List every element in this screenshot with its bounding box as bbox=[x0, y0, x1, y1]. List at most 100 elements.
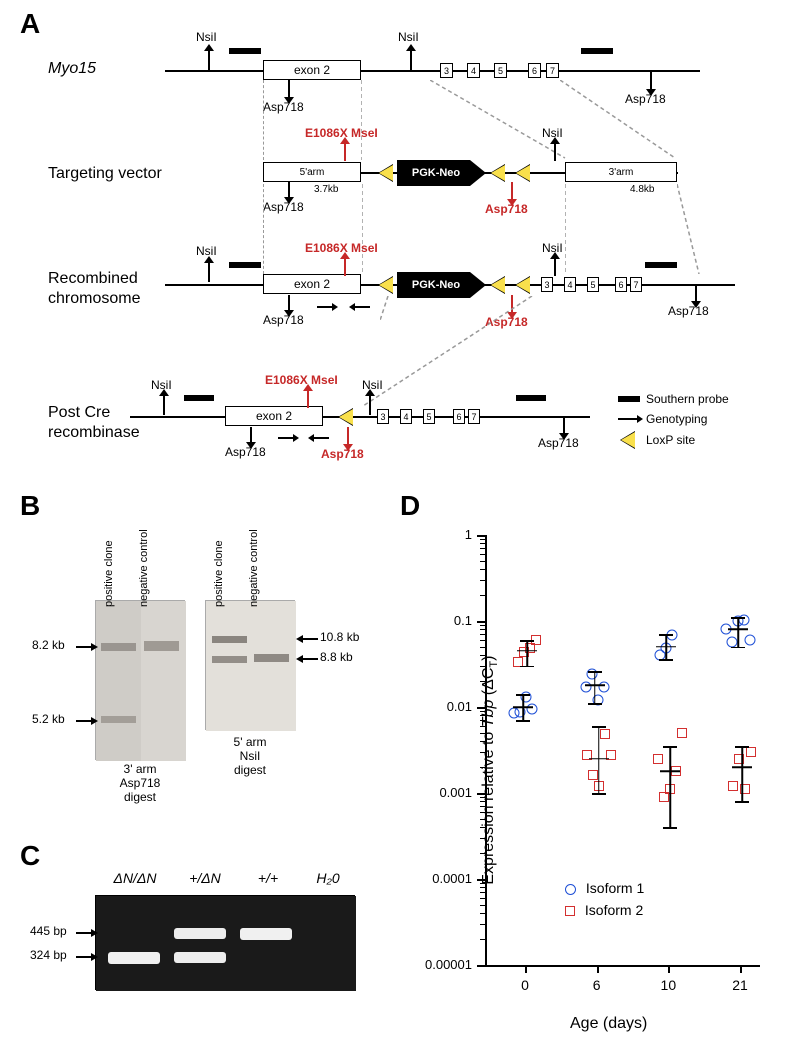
row-label-recomb1: Recombined bbox=[48, 270, 138, 288]
band-445: 445 bp bbox=[30, 924, 67, 938]
geno-icon bbox=[618, 414, 640, 424]
legend-loxp: LoxP site bbox=[618, 432, 695, 448]
asp-arrow bbox=[288, 80, 290, 98]
loxp-2-fill bbox=[491, 165, 505, 181]
exon6-r: 6 bbox=[615, 277, 627, 292]
exon4-c: 4 bbox=[400, 409, 412, 424]
lane-dn: ΔN/ΔN bbox=[100, 870, 170, 886]
x-title: Age (days) bbox=[570, 1015, 647, 1033]
nsil-arrow-r1 bbox=[208, 262, 210, 282]
exon7-r: 7 bbox=[630, 277, 642, 292]
row-label-myo15: Myo15 bbox=[48, 60, 96, 78]
exon6: 6 bbox=[528, 63, 541, 78]
loxp-r3f bbox=[516, 277, 530, 293]
blot-left bbox=[95, 600, 185, 760]
lane-het: +/ΔN bbox=[175, 870, 235, 886]
e1086x-label-r: E1086X MseI bbox=[305, 241, 378, 255]
exon4: 4 bbox=[467, 63, 480, 78]
loxp-c1f bbox=[339, 409, 353, 425]
nsil-label-2: NsiI bbox=[398, 30, 419, 44]
band-52: 5.2 kb bbox=[32, 712, 65, 726]
arm3-size: 4.8kb bbox=[630, 184, 654, 195]
dash bbox=[361, 80, 431, 160]
asp-label-r1: Asp718 bbox=[263, 313, 304, 327]
probe-icon bbox=[618, 396, 640, 402]
exon5-r: 5 bbox=[587, 277, 599, 292]
panel-c-label: C bbox=[20, 840, 40, 872]
pgk-neo-2: PGK-Neo bbox=[397, 272, 470, 298]
exon2-box-2: exon 2 bbox=[263, 274, 361, 294]
asp-arrow-c1 bbox=[250, 427, 252, 443]
exon5: 5 bbox=[494, 63, 507, 78]
probe-5 bbox=[184, 395, 214, 401]
legend-loxp-text: LoxP site bbox=[646, 433, 695, 447]
band-arrow-108 bbox=[302, 638, 318, 640]
iso2-point bbox=[746, 747, 756, 757]
probe-4 bbox=[645, 262, 677, 268]
e1086x-arrow bbox=[344, 143, 346, 161]
legend-probe-text: Southern probe bbox=[646, 392, 729, 406]
nsil-label: NsiI bbox=[196, 30, 217, 44]
lane-neg-1: negative control bbox=[138, 529, 150, 607]
dash bbox=[677, 184, 707, 279]
asp-red-label: Asp718 bbox=[485, 202, 528, 216]
band-88: 8.8 kb bbox=[320, 650, 353, 664]
iso1-point bbox=[745, 635, 756, 646]
pgk-arrow-2 bbox=[470, 272, 486, 298]
exon2-label-3: exon 2 bbox=[256, 409, 292, 423]
exon7: 7 bbox=[546, 63, 559, 78]
row-label-cre2: recombinase bbox=[48, 424, 140, 442]
row-label-targeting: Targeting vector bbox=[48, 165, 162, 183]
arm5-box: 5'arm bbox=[263, 162, 361, 182]
myo15-line bbox=[165, 70, 700, 72]
cre-line bbox=[130, 416, 590, 418]
loxp-icon bbox=[618, 432, 640, 448]
lane-wt: +/+ bbox=[243, 870, 293, 886]
y-title: Expression relative to Tbp (ΔCT) bbox=[480, 580, 500, 960]
exon2-box-1: exon 2 bbox=[263, 60, 361, 80]
dash bbox=[360, 296, 540, 411]
legend-geno-text: Genotyping bbox=[646, 412, 707, 426]
dash bbox=[565, 184, 575, 279]
asp-label-c1: Asp718 bbox=[225, 445, 266, 459]
band-arrow-52 bbox=[76, 720, 92, 722]
arm5-size: 3.7kb bbox=[314, 184, 338, 195]
row-label-cre1: Post Cre bbox=[48, 404, 110, 422]
asp-red-label-c: Asp718 bbox=[321, 447, 364, 461]
iso2-point bbox=[677, 728, 687, 738]
exon2-label: exon 2 bbox=[294, 63, 330, 77]
loxp-r2f bbox=[491, 277, 505, 293]
asp-arrow-3 bbox=[288, 182, 290, 198]
row-label-recomb2: chromosome bbox=[48, 290, 140, 308]
exon2-box-3: exon 2 bbox=[225, 406, 323, 426]
nsil-label-3: NsiI bbox=[542, 126, 563, 140]
asp-label-r2: Asp718 bbox=[668, 304, 709, 318]
lane-h2o: H₂0 bbox=[303, 870, 353, 886]
asp-red-arrow bbox=[511, 182, 513, 200]
exon3-c: 3 bbox=[377, 409, 389, 424]
probe-1 bbox=[229, 48, 261, 54]
nsil-arrow bbox=[208, 50, 210, 70]
e1086x-label: E1086X MseI bbox=[305, 126, 378, 140]
panel-d-label: D bbox=[400, 490, 420, 522]
gel bbox=[95, 895, 355, 990]
dash bbox=[263, 184, 264, 274]
dash bbox=[430, 80, 580, 165]
dash bbox=[560, 80, 710, 165]
blot-right-caption: 5' arm NsiI digest bbox=[215, 735, 285, 777]
nsil-label-r1: NsiI bbox=[196, 244, 217, 258]
lane-pos-1: positive clone bbox=[103, 540, 115, 607]
band-arrow-445 bbox=[76, 932, 92, 934]
band-82: 8.2 kb bbox=[32, 638, 65, 652]
cap-r2: NsiI bbox=[215, 749, 285, 763]
arm5-label: 5'arm bbox=[300, 167, 325, 178]
exon4-r: 4 bbox=[564, 277, 576, 292]
iso1-point bbox=[515, 706, 526, 717]
iso2-point bbox=[588, 770, 598, 780]
iso2-point bbox=[653, 754, 663, 764]
asp-label-3: Asp718 bbox=[263, 200, 304, 214]
e1086x-label-c: E1086X MseI bbox=[265, 373, 338, 387]
band-arrow-88 bbox=[302, 658, 318, 660]
exon5-c: 5 bbox=[423, 409, 435, 424]
iso2-point bbox=[600, 729, 610, 739]
